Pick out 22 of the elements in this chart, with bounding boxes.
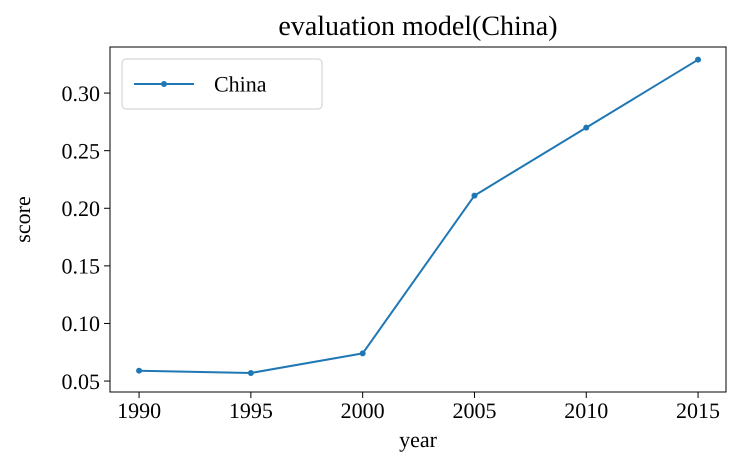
point — [248, 370, 254, 376]
point — [695, 56, 702, 63]
y-tick-label: 0.30 — [62, 80, 100, 106]
x-tick-label: 1990 — [117, 398, 162, 423]
x-axis-title: year — [399, 427, 438, 452]
point — [360, 350, 366, 356]
x-tick-label: 2005 — [452, 398, 496, 423]
legend-label: China — [214, 72, 267, 97]
y-tick-label: 0.10 — [62, 311, 100, 336]
point — [136, 368, 142, 374]
chart-title: evaluation model(China) — [278, 11, 558, 42]
point — [471, 192, 478, 199]
x-tick-label: 2015 — [676, 398, 720, 423]
y-tick-label: 0.15 — [62, 254, 100, 279]
y-tick-label: 0.05 — [62, 368, 100, 394]
x-tick-label: 2010 — [564, 398, 608, 423]
x-tick-label: 1995 — [228, 398, 273, 423]
y-tick-label: 0.25 — [62, 138, 100, 164]
y-tick-label: 0.20 — [62, 196, 100, 221]
y-axis-title: score — [10, 196, 35, 243]
point — [583, 124, 590, 131]
x-tick-label: 2000 — [340, 398, 385, 423]
